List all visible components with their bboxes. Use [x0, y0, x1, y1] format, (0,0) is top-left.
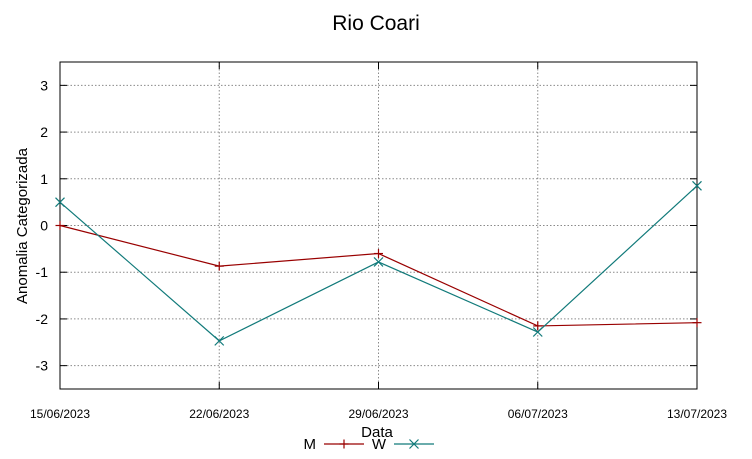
x-axis-label: Data — [361, 424, 393, 441]
x-tick-label: 06/07/2023 — [508, 407, 568, 421]
y-axis-label: Anomalia Categorizada — [14, 147, 31, 304]
series-lines — [55, 180, 702, 346]
grid-lines — [60, 62, 697, 389]
data-point — [692, 180, 702, 191]
data-point — [214, 335, 225, 346]
y-tick-label: 0 — [40, 218, 48, 234]
data-point — [55, 221, 65, 230]
data-point — [373, 257, 384, 267]
x-tick-label: 15/06/2023 — [30, 407, 90, 421]
x-tick-label: 22/06/2023 — [189, 407, 249, 421]
y-tick-label: -2 — [36, 311, 49, 327]
data-point — [214, 261, 224, 271]
y-tick-label: -1 — [36, 264, 49, 280]
data-point — [532, 327, 543, 337]
data-point — [55, 197, 65, 208]
y-axis-ticks: -3 -2 -1 0 1 2 3 — [36, 77, 697, 374]
x-tick-label: 13/07/2023 — [667, 407, 727, 421]
y-tick-label: -3 — [36, 358, 49, 374]
legend-label-W: W — [372, 436, 387, 453]
y-tick-label: 1 — [40, 171, 48, 187]
data-point — [339, 439, 349, 449]
x-axis-ticks: 15/06/2023 22/06/2023 29/06/2023 06/07/2023… — [30, 62, 727, 421]
chart-title: Rio Coari — [332, 12, 420, 35]
x-tick-label: 29/06/2023 — [348, 407, 408, 421]
data-point — [533, 321, 543, 331]
y-tick-label: 2 — [40, 124, 48, 140]
data-point — [409, 439, 419, 449]
y-tick-label: 3 — [40, 77, 48, 93]
data-point — [374, 249, 383, 259]
data-point — [692, 318, 702, 328]
legend-label-M: M — [304, 436, 317, 453]
